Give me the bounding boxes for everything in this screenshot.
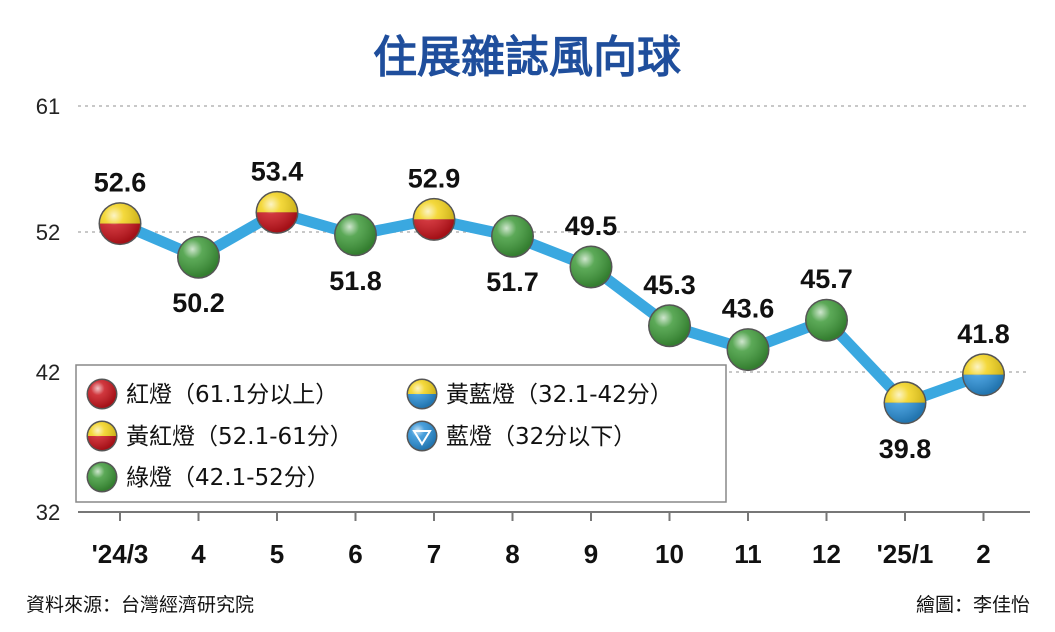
legend-swatch-shine [408, 422, 436, 450]
data-label: 41.8 [957, 319, 1010, 349]
data-point [491, 214, 534, 258]
marker-shine [414, 199, 454, 240]
x-tick-label: 4 [191, 539, 206, 569]
marker-shine [649, 305, 690, 346]
x-tick-label: 8 [505, 539, 519, 569]
x-tick-label: '24/3 [92, 539, 149, 569]
marker-shine [88, 422, 116, 450]
legend-label: 紅燈（61.1分以上） [126, 382, 338, 408]
marker-shine [257, 192, 297, 233]
x-tick-label: 2 [976, 539, 990, 569]
down-triangle-icon [412, 430, 432, 446]
data-label: 52.6 [94, 168, 147, 198]
marker-shine [88, 463, 116, 491]
marker-shine [885, 382, 925, 423]
x-tick-label: 6 [348, 539, 362, 569]
chart-title: 住展雜誌風向球 [373, 32, 682, 83]
data-point [177, 235, 220, 279]
data-label: 45.7 [800, 264, 853, 294]
marker-shine [100, 203, 140, 244]
data-label: 51.7 [486, 267, 539, 297]
legend-item: 綠燈（42.1-52分） [86, 461, 330, 493]
legend-item: 黃紅燈（52.1-61分） [86, 420, 353, 452]
data-label: 52.9 [408, 163, 461, 193]
x-tick-label: 9 [584, 539, 598, 569]
legend-item: 紅燈（61.1分以上） [86, 378, 338, 410]
marker-shine [88, 380, 116, 408]
y-tick-label: 32 [36, 500, 60, 525]
x-tick-label: 11 [734, 539, 762, 569]
data-point [805, 298, 848, 342]
marker-shine [728, 329, 768, 370]
data-label: 39.8 [879, 434, 932, 464]
y-tick-label: 52 [36, 220, 60, 245]
data-point [255, 190, 299, 234]
legend-label: 藍燈（32分以下） [446, 424, 636, 450]
y-tick-label: 61 [36, 94, 60, 119]
data-label: 49.5 [565, 211, 618, 241]
data-label: 51.8 [329, 266, 382, 296]
data-point [569, 245, 613, 289]
marker-shine [571, 247, 611, 287]
x-axis: '24/3 4 5 6 7 8 9 10 11 12 '25/1 2 [78, 511, 1030, 569]
author-note: 繪圖：李佳怡 [916, 594, 1030, 616]
data-point [412, 197, 456, 241]
data-point [334, 213, 377, 257]
marker-shine [492, 216, 533, 257]
data-point [98, 202, 142, 246]
x-tick-label: 5 [270, 539, 284, 569]
x-tick-label: 7 [427, 539, 441, 569]
data-point [648, 304, 691, 348]
x-tick-label: 12 [812, 539, 841, 569]
data-label: 43.6 [722, 294, 775, 324]
data-point [962, 353, 1005, 397]
marker-shine [806, 300, 847, 341]
marker-shine [408, 380, 436, 408]
legend: 紅燈（61.1分以上） 黃藍燈（32.1-42分） 黃紅燈（52.1-61分） 藍燈（… [75, 364, 727, 503]
marker-shine [963, 354, 1004, 395]
data-point [726, 328, 770, 372]
legend-box [75, 364, 727, 503]
markers [98, 190, 1005, 425]
source-note: 資料來源：台灣經濟研究院 [26, 594, 254, 616]
data-label: 45.3 [643, 270, 696, 300]
data-point [883, 381, 927, 425]
y-axis: 32 42 52 61 [36, 94, 60, 525]
data-label: 50.2 [172, 288, 225, 318]
legend-label: 黃紅燈（52.1-61分） [126, 424, 353, 450]
data-label: 53.4 [251, 156, 304, 186]
marker-shine [335, 214, 376, 255]
x-tick-label: 10 [655, 539, 684, 569]
legend-label: 綠燈（42.1-52分） [126, 465, 330, 491]
marker-shine [178, 237, 219, 278]
legend-item: 黃藍燈（32.1-42分） [406, 378, 673, 410]
legend-item: 藍燈（32分以下） [406, 420, 636, 452]
legend-label: 黃藍燈（32.1-42分） [446, 382, 673, 408]
data-labels: 52.6 50.2 53.4 51.8 52.9 51.7 49.5 45.3 43.6 45.7… [94, 156, 1010, 463]
y-tick-label: 42 [36, 360, 60, 385]
x-tick-label: '25/1 [877, 539, 934, 569]
